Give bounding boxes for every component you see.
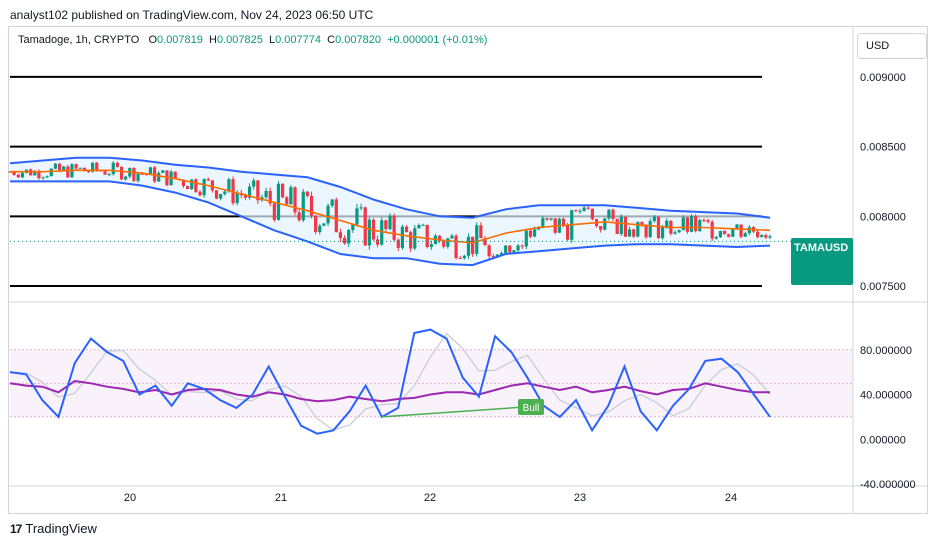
legend-close: 0.007820 [335, 34, 381, 46]
tradingview-logo-icon: 17 [10, 521, 22, 536]
legend-open: 0.007819 [157, 34, 203, 46]
chart-frame [8, 26, 928, 514]
legend-high-label: H [209, 34, 217, 46]
legend-change: +0.000001 (+0.01%) [387, 34, 488, 46]
legend-close-label: C [327, 34, 336, 46]
footer-brand[interactable]: TradingView [25, 521, 97, 536]
legend-high: 0.007825 [216, 34, 263, 46]
legend-low: 0.007774 [275, 34, 322, 46]
legend-low-label: L [269, 34, 276, 46]
ohlc-legend: Tamadoge, 1h, CRYPTO O0.007819 H0.007825… [18, 34, 487, 46]
publisher-line: analyst102 published on TradingView.com,… [10, 8, 374, 22]
currency-button[interactable]: USD [857, 33, 927, 59]
footer: 17 TradingView [10, 521, 97, 536]
legend-symbol[interactable]: Tamadoge, 1h, CRYPTO [18, 34, 140, 46]
legend-open-label: O [148, 34, 158, 46]
